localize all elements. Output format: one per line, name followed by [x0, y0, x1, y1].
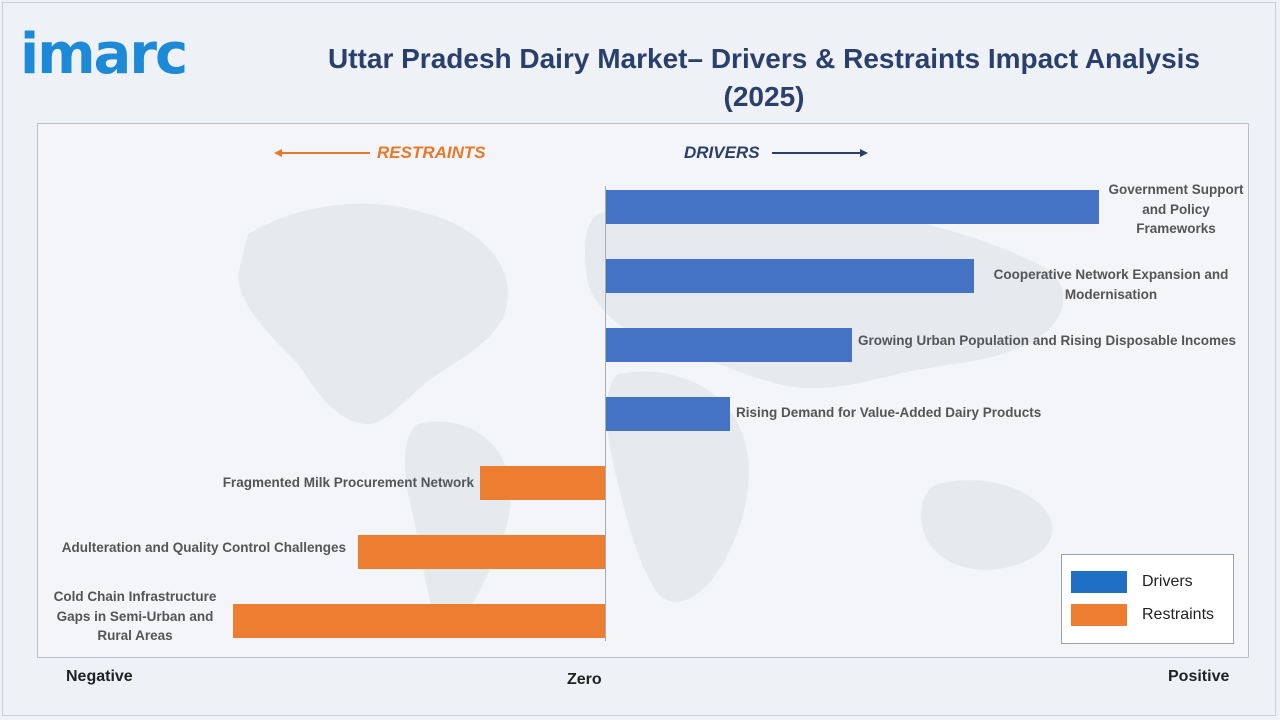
legend-label-drivers: Drivers	[1142, 573, 1193, 590]
bar-restraints-6	[232, 604, 605, 638]
drivers-arrow-icon	[772, 149, 868, 157]
bar-restraints-4	[480, 466, 605, 500]
chart-title: Uttar Pradesh Dairy Market– Drivers & Re…	[328, 43, 1200, 112]
legend-swatch-drivers	[1071, 571, 1127, 593]
bar-label-4: Fragmented Milk Procurement Network	[222, 475, 474, 490]
zero-axis-line	[605, 186, 606, 641]
bar-drivers-3	[605, 397, 730, 431]
bar-drivers-0	[605, 190, 1100, 224]
bar-label-6: Cold Chain Infrastructure Gaps in Semi-U…	[53, 589, 217, 643]
restraints-direction-label: RESTRAINTS	[377, 143, 486, 162]
bar-label-5: Adulteration and Quality Control Challen…	[61, 540, 346, 555]
axis-label-zero: Zero	[567, 671, 602, 688]
bar-label-3: Rising Demand for Value-Added Dairy Prod…	[736, 405, 1042, 420]
restraints-arrow-icon	[274, 149, 370, 157]
bar-drivers-1	[605, 259, 975, 293]
bar-drivers-2	[605, 328, 853, 362]
legend-swatch-restraints	[1071, 604, 1127, 626]
drivers-direction-label: DRIVERS	[684, 143, 760, 162]
bar-label-1: Cooperative Network Expansion and Modern…	[993, 267, 1229, 302]
axis-label-negative: Negative	[66, 668, 133, 685]
legend: Drivers Restraints	[1061, 554, 1234, 644]
imarc-logo: imarc	[20, 20, 210, 90]
bar-restraints-5	[357, 535, 605, 569]
axis-label-positive: Positive	[1168, 668, 1230, 685]
bar-label-2: Growing Urban Population and Rising Disp…	[858, 333, 1237, 348]
legend-label-restraints: Restraints	[1142, 606, 1215, 623]
bar-label-0: Government Support and Policy Frameworks	[1108, 182, 1244, 236]
logo-wordmark: imarc	[20, 22, 188, 87]
